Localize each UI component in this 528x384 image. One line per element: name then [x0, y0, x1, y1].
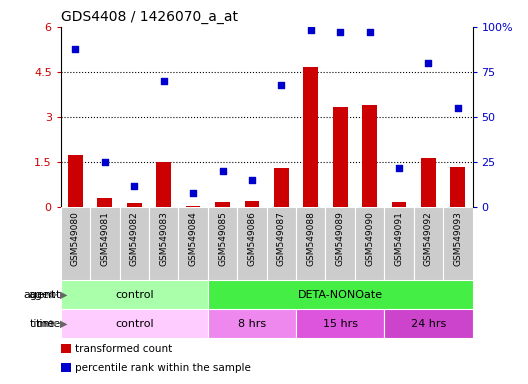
Text: GSM549087: GSM549087: [277, 211, 286, 266]
Text: 15 hrs: 15 hrs: [323, 318, 357, 329]
Bar: [178, 207, 208, 280]
Point: [454, 105, 462, 111]
Text: 8 hrs: 8 hrs: [238, 318, 266, 329]
Point: [395, 165, 403, 171]
Text: GSM549086: GSM549086: [248, 211, 257, 266]
Bar: [186, 206, 201, 207]
Text: control: control: [115, 290, 154, 300]
Point: [248, 177, 256, 184]
Bar: [304, 68, 318, 207]
Bar: [149, 207, 178, 280]
Bar: [384, 309, 473, 338]
Bar: [215, 202, 230, 207]
Point: [277, 81, 286, 88]
Bar: [127, 203, 142, 207]
Text: GSM549091: GSM549091: [394, 211, 403, 266]
Bar: [355, 207, 384, 280]
Bar: [237, 207, 267, 280]
Text: agent: agent: [29, 290, 61, 300]
Bar: [450, 167, 465, 207]
Point: [365, 29, 374, 35]
Text: GSM549084: GSM549084: [188, 211, 197, 266]
Text: GSM549093: GSM549093: [454, 211, 463, 266]
Text: DETA-NONOate: DETA-NONOate: [298, 290, 383, 300]
Bar: [90, 207, 119, 280]
Text: ▶: ▶: [60, 290, 67, 300]
Bar: [156, 162, 171, 207]
Text: time: time: [35, 318, 61, 329]
Bar: [267, 207, 296, 280]
Bar: [296, 207, 325, 280]
Text: 24 hrs: 24 hrs: [411, 318, 446, 329]
Text: GDS4408 / 1426070_a_at: GDS4408 / 1426070_a_at: [61, 10, 238, 25]
Text: time: time: [30, 318, 55, 329]
Text: GSM549092: GSM549092: [424, 211, 433, 266]
Text: GSM549082: GSM549082: [130, 211, 139, 266]
Text: GSM549090: GSM549090: [365, 211, 374, 266]
Point: [159, 78, 168, 84]
Point: [189, 190, 197, 196]
Bar: [443, 207, 473, 280]
Bar: [362, 105, 377, 207]
Point: [218, 168, 227, 174]
Bar: [68, 155, 83, 207]
Text: agent: agent: [23, 290, 55, 300]
Bar: [119, 207, 149, 280]
Bar: [61, 344, 71, 353]
Point: [71, 45, 80, 51]
Text: GSM549080: GSM549080: [71, 211, 80, 266]
Bar: [333, 107, 347, 207]
Bar: [296, 309, 384, 338]
Bar: [274, 168, 289, 207]
Bar: [244, 201, 259, 207]
Bar: [414, 207, 443, 280]
Bar: [392, 202, 407, 207]
Text: GSM549089: GSM549089: [336, 211, 345, 266]
Bar: [208, 207, 237, 280]
Point: [307, 27, 315, 33]
Bar: [384, 207, 414, 280]
Bar: [61, 280, 208, 309]
Text: GSM549083: GSM549083: [159, 211, 168, 266]
Bar: [325, 207, 355, 280]
Text: GSM549085: GSM549085: [218, 211, 227, 266]
Bar: [61, 363, 71, 372]
Text: control: control: [115, 318, 154, 329]
Bar: [421, 158, 436, 207]
Bar: [98, 198, 112, 207]
Text: ▶: ▶: [60, 318, 67, 329]
Bar: [208, 280, 473, 309]
Point: [336, 29, 344, 35]
Text: GSM549088: GSM549088: [306, 211, 315, 266]
Point: [130, 183, 138, 189]
Text: GSM549081: GSM549081: [100, 211, 109, 266]
Bar: [61, 309, 208, 338]
Bar: [61, 207, 90, 280]
Text: transformed count: transformed count: [75, 344, 172, 354]
Point: [424, 60, 432, 66]
Text: percentile rank within the sample: percentile rank within the sample: [75, 363, 251, 373]
Bar: [208, 309, 296, 338]
Point: [101, 159, 109, 165]
